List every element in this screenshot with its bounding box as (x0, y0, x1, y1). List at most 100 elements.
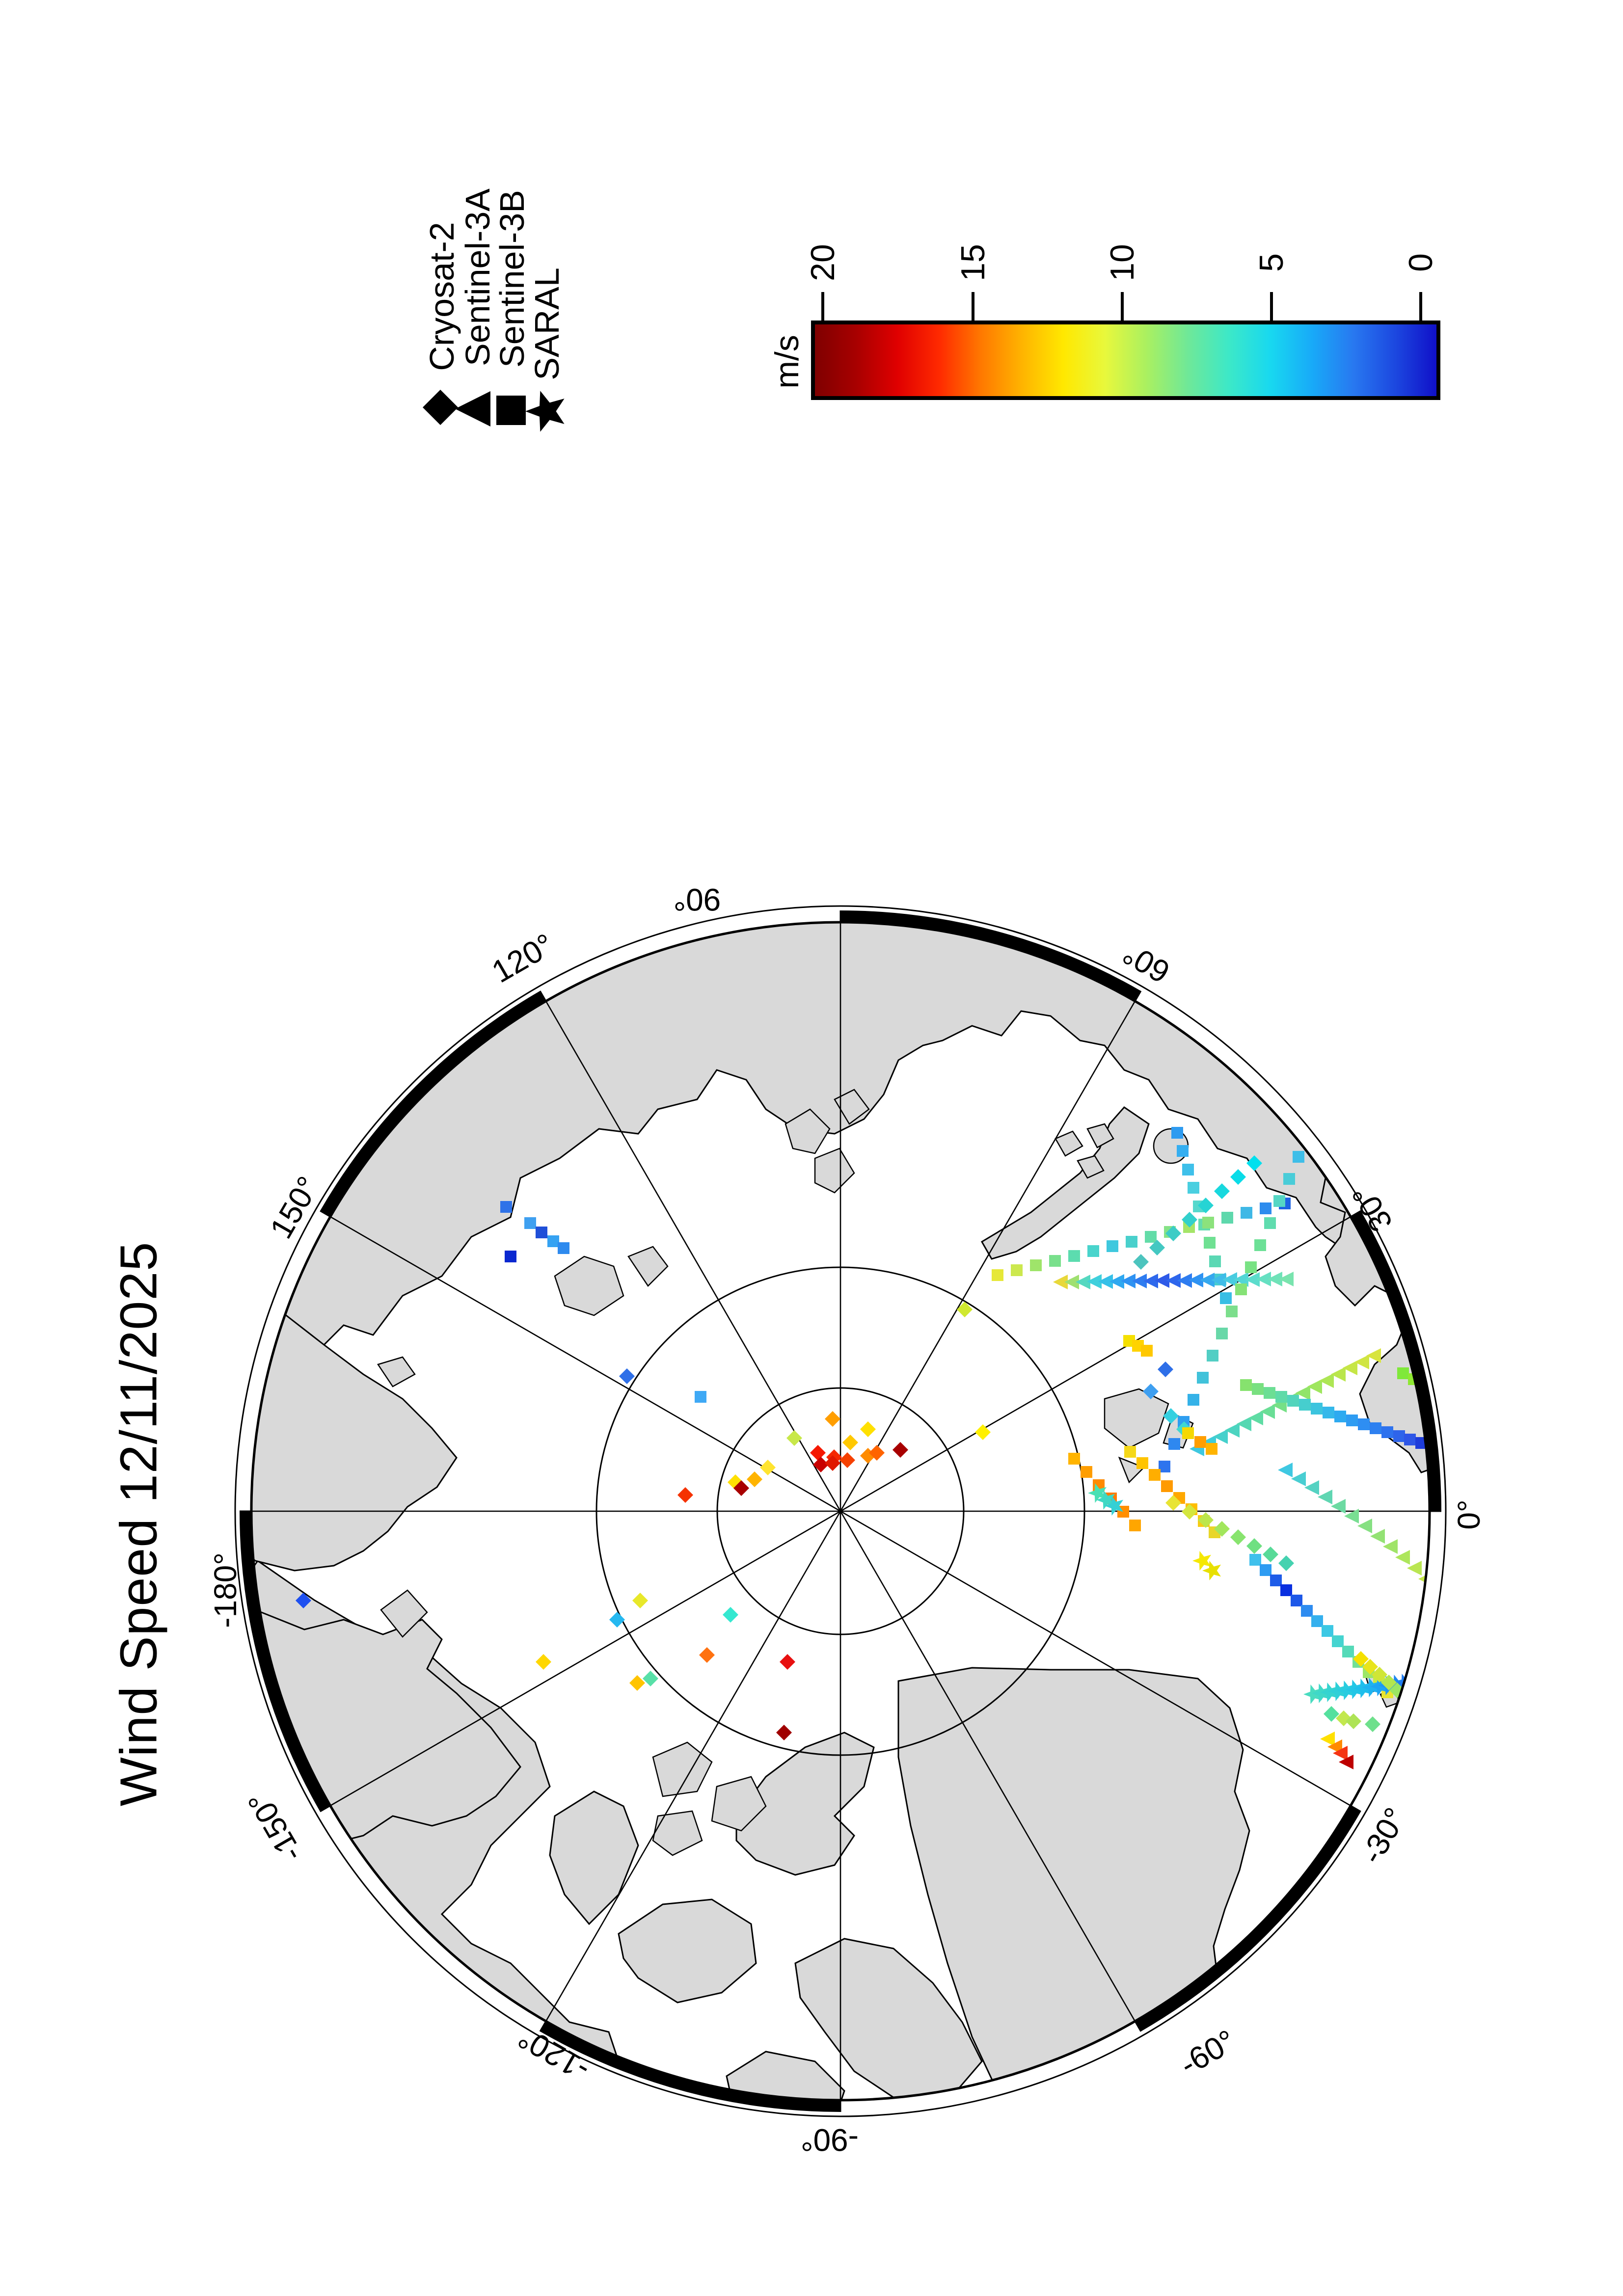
cryosat-2-measurement-diamond (839, 1452, 855, 1468)
frame-black-sector (1135, 1806, 1361, 2032)
triangle-icon (455, 391, 490, 427)
cryosat-2-measurement-diamond (825, 1411, 840, 1427)
land-ellesmere (735, 1732, 875, 1876)
sentinel-3b-measurement-square (1252, 1383, 1264, 1395)
cryosat-2-measurement-diamond (1198, 1198, 1214, 1213)
rim-label-m90deg: -90° (800, 2122, 859, 2158)
cryosat-2-measurement-diamond (810, 1445, 826, 1461)
cryosat-2-measurement-diamond (1182, 1504, 1197, 1520)
colorbar-tick-mark (821, 292, 824, 320)
sentinel-3b-measurement-square (1124, 1446, 1136, 1458)
meridian-60 (839, 1001, 1136, 1512)
sentinel-3a-measurement-triangle (1166, 1273, 1181, 1288)
saral-measurement-star (1337, 1681, 1355, 1700)
sentinel-3b-measurement-square (1264, 1387, 1275, 1399)
cryosat-2-measurement-diamond (1163, 1408, 1179, 1424)
sentinel-3a-measurement-triangle (1366, 1348, 1381, 1363)
sentinel-3a-measurement-triangle (1098, 1274, 1113, 1289)
sentinel-3b-measurement-square (695, 1391, 706, 1403)
cryosat-2-measurement-diamond (813, 1457, 829, 1472)
frame-sector-tick (1350, 1210, 1361, 1218)
frame-black-sector (840, 910, 1141, 1001)
sentinel-3b-measurement-square (1145, 1231, 1157, 1243)
sentinel-3a-measurement-triangle (1087, 1274, 1102, 1289)
graticule-layer (251, 922, 1430, 2100)
sentinel-3b-measurement-square (1182, 1427, 1194, 1439)
sentinel-3b-measurement-square (1397, 1367, 1409, 1379)
sentinel-3b-measurement-square (1283, 1173, 1295, 1185)
land-chukotka (251, 1309, 458, 1572)
frame-sector-tick (1134, 2021, 1142, 2032)
sentinel-3b-measurement-square (1136, 1457, 1148, 1469)
sentinel-3b-measurement-square (1168, 1438, 1180, 1450)
sentinel-3a-measurement-triangle (1248, 1411, 1263, 1425)
sentinel-3a-measurement-triangle (1333, 1746, 1348, 1761)
sentinel-3b-measurement-square (1087, 1245, 1099, 1257)
sentinel-3a-measurement-triangle (1225, 1423, 1240, 1438)
cryosat-2-measurement-diamond (893, 1442, 908, 1458)
sentinel-3a-measurement-triangle (1304, 1480, 1319, 1495)
cryosat-2-measurement-diamond (1165, 1495, 1181, 1511)
cryosat-2-measurement-diamond (869, 1445, 885, 1461)
meridian-120 (545, 1001, 841, 1512)
land-quebec (726, 2051, 845, 2100)
sentinel-3a-measurement-triangle (1053, 1275, 1068, 1289)
saral-measurement-star (1320, 1682, 1339, 1702)
sentinel-3a-measurement-triangle (1076, 1275, 1090, 1289)
sentinel-3a-measurement-triangle (1331, 1367, 1346, 1382)
saral-measurement-star (1345, 1680, 1364, 1699)
cryosat-2-measurement-diamond (975, 1424, 991, 1440)
meridian-30 (840, 1216, 1351, 1512)
sentinel-3b-measurement-square (1188, 1394, 1199, 1406)
sentinel-3b-measurement-square (1245, 1261, 1257, 1273)
rim-label-0deg: 0° (1451, 1499, 1487, 1530)
sentinel-3a-measurement-triangle (1213, 1429, 1228, 1444)
frame-black-sector (1351, 1211, 1441, 1511)
cryosat-2-measurement-diamond (776, 1725, 792, 1740)
sentinel-3a-measurement-triangle (1331, 1499, 1346, 1514)
cryosat-2-measurement-diamond (825, 1455, 840, 1471)
cryosat-2-measurement-diamond (1263, 1547, 1278, 1562)
cryosat-2-measurement-diamond (1214, 1183, 1230, 1199)
land-severnaya-1 (784, 1108, 831, 1154)
sentinel-3b-measurement-square (1358, 1418, 1370, 1430)
land-new-siberian-1 (554, 1255, 624, 1316)
sentinel-3a-measurement-triangle (1222, 1272, 1237, 1287)
land-svalbard-3 (1118, 1456, 1145, 1484)
land-franz-josef-1 (1055, 1130, 1083, 1157)
parallel-circle (595, 1266, 1085, 1756)
land-qei-2 (711, 1776, 767, 1832)
sentinel-3b-measurement-square (1299, 1399, 1311, 1411)
saral-measurement-star (1088, 1483, 1107, 1503)
colorbar (811, 320, 1440, 400)
sentinel-3b-measurement-square (536, 1227, 547, 1238)
cryosat-2-measurement-diamond (1165, 1226, 1181, 1241)
cryosat-2-measurement-diamond (536, 1654, 551, 1670)
sentinel-3b-measurement-square (1275, 1391, 1287, 1403)
sentinel-3a-measurement-triangle (1064, 1275, 1079, 1289)
frame-sector-tick (320, 1210, 331, 1218)
sentinel-3b-measurement-square (1221, 1212, 1233, 1224)
sentinel-3b-measurement-square (500, 1201, 512, 1213)
saral-measurement-star (1370, 1677, 1389, 1696)
cryosat-2-measurement-diamond (957, 1302, 973, 1317)
sentinel-3b-measurement-square (1149, 1469, 1161, 1481)
land-franz-josef-2 (1086, 1123, 1114, 1148)
cryosat-2-measurement-diamond (1143, 1384, 1159, 1399)
sentinel-3a-measurement-triangle (1307, 1379, 1322, 1394)
sentinel-3b-measurement-square (1197, 1372, 1209, 1384)
sentinel-3a-measurement-triangle (1291, 1471, 1306, 1486)
sentinel-3a-measurement-triangle (1339, 1755, 1353, 1769)
cryosat-2-measurement-diamond (842, 1435, 858, 1450)
meridian-150 (330, 1216, 841, 1512)
sentinel-3a-measurement-triangle (1121, 1274, 1136, 1288)
cryosat-2-measurement-diamond (1353, 1651, 1369, 1667)
sentinel-3a-measurement-triangle (1458, 1601, 1473, 1615)
sentinel-3b-measurement-square (1273, 1195, 1285, 1207)
land-wrangel-island (377, 1356, 416, 1388)
diamond-icon (423, 390, 458, 425)
sentinel-3a-measurement-triangle (1143, 1274, 1158, 1288)
frame-sector-tick (1350, 1805, 1361, 1813)
